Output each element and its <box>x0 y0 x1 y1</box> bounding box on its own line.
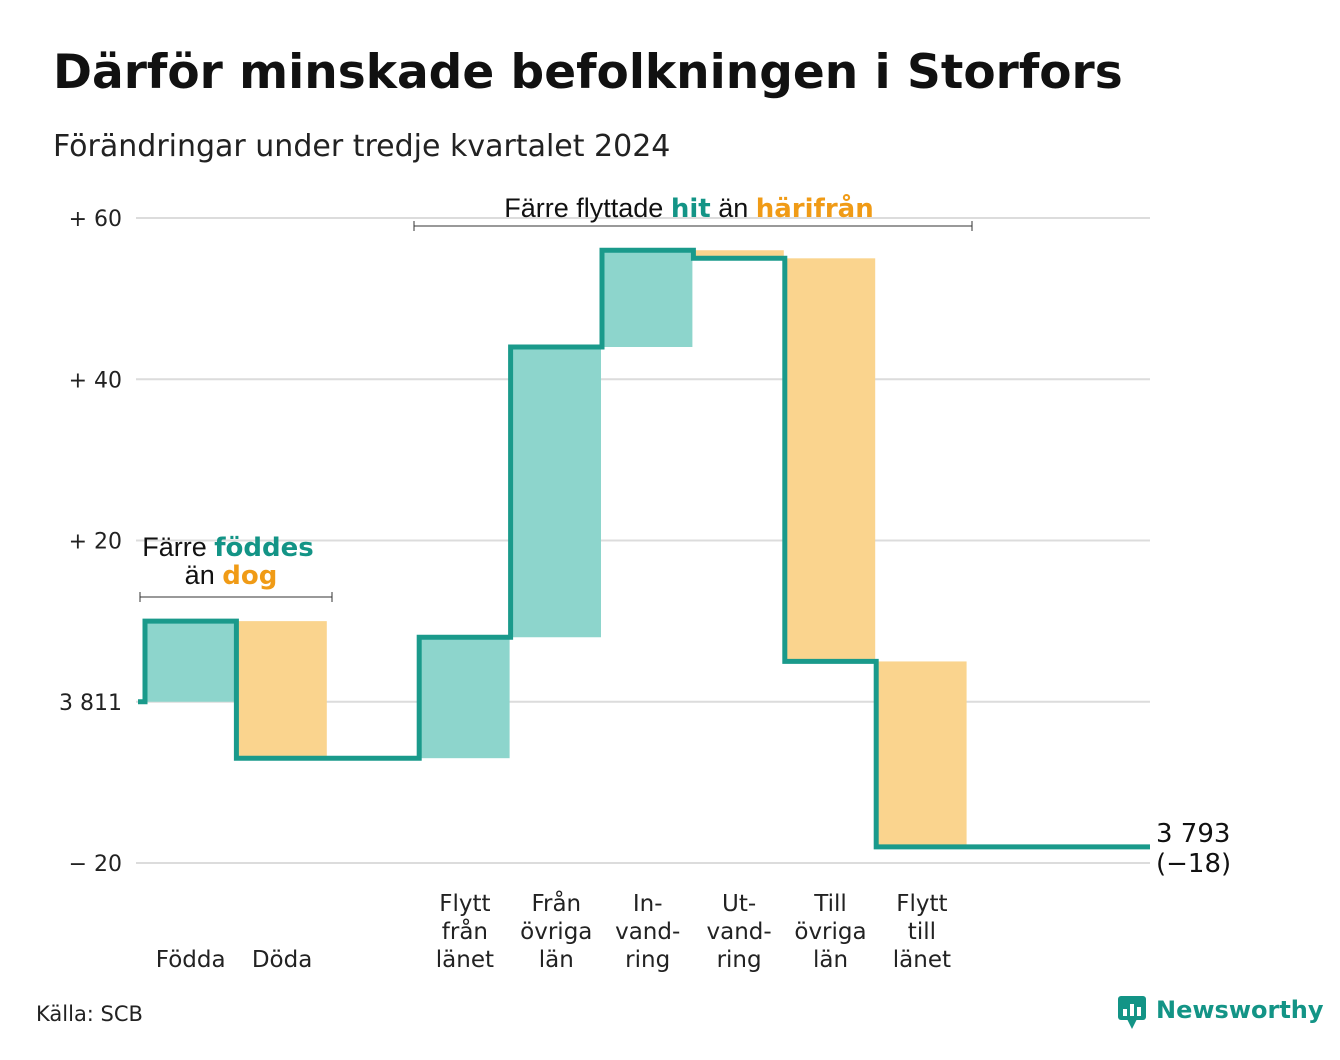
x-axis-label: län <box>539 947 574 973</box>
moves-annotation-highlight-hit: hit <box>671 194 711 224</box>
x-axis-label: Ut- <box>722 891 756 917</box>
moves-annotation-text: Färre flyttade hit än härifrån <box>504 192 873 224</box>
end-value-label: 3 793 <box>1156 819 1230 849</box>
moves-annotation-highlight-harifran: härifrån <box>756 192 874 224</box>
births-annotation-line2: än dog <box>185 560 278 591</box>
x-axis-label: län <box>813 947 848 973</box>
births-annotation-line1: Färre föddes <box>142 532 314 563</box>
x-axis-labels: Födda DödaFlyttfrånlänetFrånövrigalänIn-v… <box>156 889 951 973</box>
x-axis-label: Döda <box>252 947 312 973</box>
x-axis-label: In- <box>633 891 663 917</box>
births-annotation: Färre föddes än dog <box>139 532 333 602</box>
x-axis-label: Flytt <box>439 891 490 917</box>
step-line <box>138 247 1150 850</box>
x-axis-label: Till <box>813 891 847 917</box>
bar <box>419 637 510 759</box>
y-axis-ticks: − 20 3 811 + 20 + 40 + 60 <box>59 207 122 877</box>
x-axis-label: Från <box>531 889 581 917</box>
brand-logo: Newsworthy <box>1118 996 1324 1029</box>
moves-annotation-text-c: än <box>711 193 756 223</box>
bar <box>693 250 784 259</box>
bar <box>876 661 967 847</box>
x-axis-label: från <box>442 917 488 945</box>
x-axis-label: till <box>908 919 936 945</box>
bars <box>145 250 967 847</box>
bar <box>236 621 327 759</box>
bar <box>510 347 601 638</box>
running-total-line <box>138 247 1150 850</box>
births-annotation-highlight-born: föddes <box>214 533 314 563</box>
births-annotation-highlight-died: dog <box>222 561 277 591</box>
x-axis-label: ring <box>625 947 670 973</box>
chart-title: Därför minskade befolkningen i Storfors <box>53 45 1123 100</box>
x-axis-label: övriga <box>520 919 592 945</box>
end-change-label: (−18) <box>1156 849 1231 879</box>
chart-subtitle: Förändringar under tredje kvartalet 2024 <box>53 129 670 164</box>
y-tick-label: + 60 <box>69 207 122 232</box>
moves-annotation: Färre flyttade hit än härifrån <box>413 192 973 231</box>
x-axis-label: övriga <box>794 919 866 945</box>
x-axis-label: länet <box>893 947 951 973</box>
newsworthy-logo-icon <box>1118 996 1146 1029</box>
x-axis-label: Flytt <box>896 891 947 917</box>
moves-annotation-text-a: Färre flyttade <box>504 193 671 223</box>
births-annotation-text-a: Färre <box>142 532 214 562</box>
bar <box>145 621 236 702</box>
y-tick-label: + 40 <box>69 368 122 393</box>
bar <box>602 250 693 347</box>
x-axis-label: vand- <box>707 919 772 945</box>
y-tick-label: − 20 <box>69 852 122 877</box>
y-tick-label: 3 811 <box>59 691 122 716</box>
x-axis-label: vand- <box>615 919 680 945</box>
y-tick-label: + 20 <box>69 530 122 555</box>
brand-name: Newsworthy <box>1156 996 1324 1024</box>
source-label: Källa: SCB <box>36 1002 143 1026</box>
x-axis-label: Födda <box>156 947 226 973</box>
bar <box>784 258 876 662</box>
births-annotation-text-b: än <box>185 560 223 590</box>
x-axis-label: länet <box>436 947 494 973</box>
x-axis-label: ring <box>717 947 762 973</box>
